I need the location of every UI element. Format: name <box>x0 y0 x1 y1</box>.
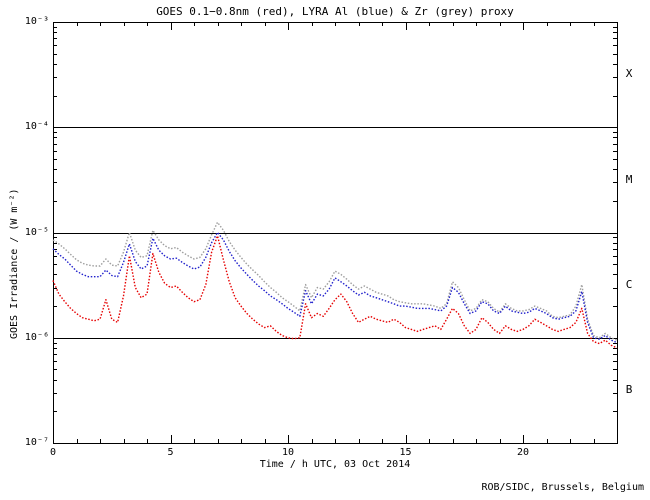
x-tick-label: 5 <box>167 447 174 458</box>
x-tick-label: 10 <box>281 447 295 458</box>
series-lyra-al-proxy <box>52 231 618 344</box>
x-tick-label: 15 <box>399 447 412 458</box>
flare-class-label-b: B <box>625 383 633 396</box>
x-tick-label: 20 <box>516 447 530 458</box>
flare-class-label-m: M <box>625 173 633 186</box>
x-axis-label: Time / h UTC, 03 Oct 2014 <box>259 459 411 470</box>
y-tick-label: 10⁻⁶ <box>24 331 49 343</box>
y-tick-label: 10⁻⁵ <box>24 226 49 238</box>
chart-title: GOES 0.1−0.8nm (red), LYRA Al (blue) & Z… <box>156 5 514 18</box>
y-axis-label: GOES Irradiance / (W m⁻²) <box>9 188 20 339</box>
series-lyra-zr-proxy <box>52 221 618 341</box>
y-tick-label: 10⁻⁷ <box>24 437 49 448</box>
flare-class-label-c: C <box>625 278 633 291</box>
credit-text: ROB/SIDC, Brussels, Belgium <box>481 482 644 493</box>
x-tick-label: 0 <box>49 447 57 458</box>
y-tick-label: 10⁻³ <box>24 16 49 27</box>
series-goes-0-1-0-8nm <box>52 235 618 349</box>
y-tick-label: 10⁻⁴ <box>24 121 49 133</box>
flare-class-label-x: X <box>625 67 633 80</box>
